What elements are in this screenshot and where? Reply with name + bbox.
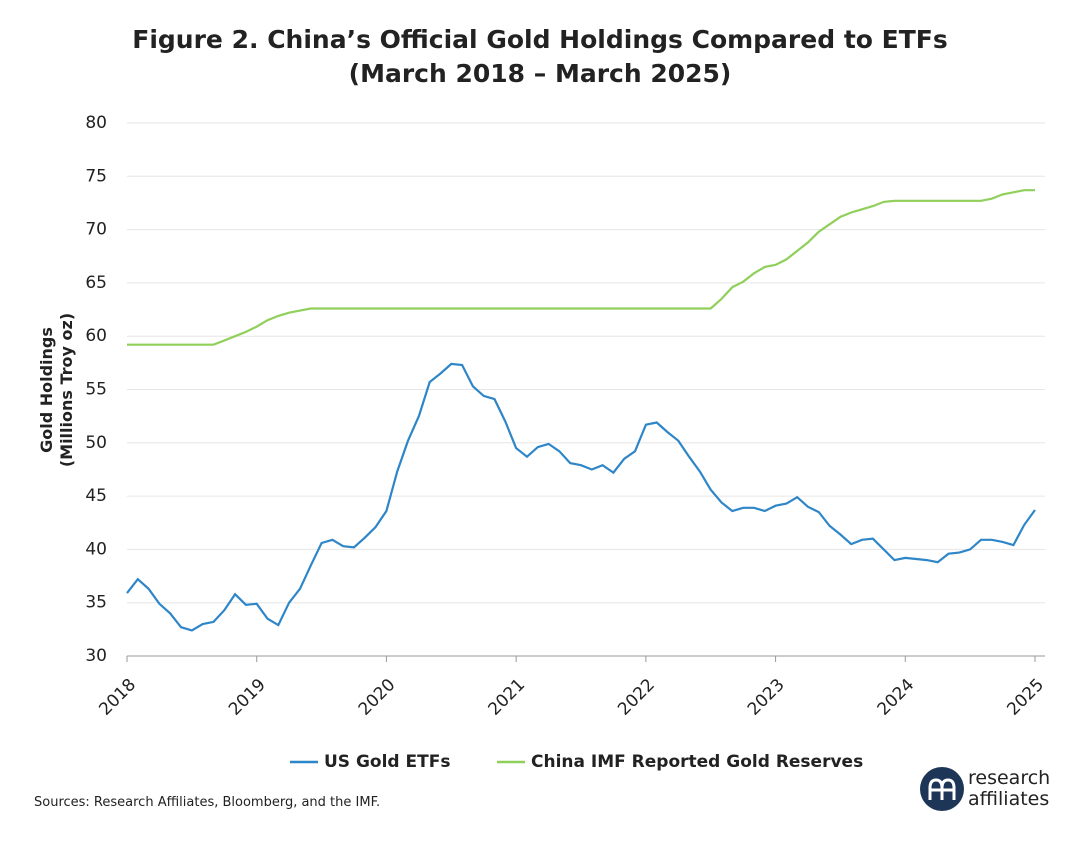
series-line <box>126 362 1036 632</box>
x-tick-label: 2018 <box>95 675 140 720</box>
chart-subtitle: (March 2018 – March 2025) <box>349 59 732 88</box>
logo-text: research <box>968 767 1050 789</box>
logo-glyph <box>928 778 956 800</box>
y-tick-label: 40 <box>85 539 107 559</box>
x-tick-label: 2020 <box>355 675 400 720</box>
logo: research affiliates <box>920 767 1050 811</box>
x-tick-label: 2023 <box>744 675 789 720</box>
x-tick-label: 2019 <box>225 675 270 720</box>
x-tick-label: 2024 <box>874 675 919 720</box>
y-tick-label: 75 <box>85 166 107 186</box>
y-tick-label: 35 <box>85 593 107 613</box>
series-line <box>127 189 1035 346</box>
y-label-line: (Millions Troy oz) <box>57 313 76 467</box>
legend-label: China IMF Reported Gold Reserves <box>531 752 863 772</box>
x-tick-label: 2021 <box>484 675 529 720</box>
x-tick-label: 2022 <box>614 675 659 720</box>
y-label-line: Gold Holdings <box>37 327 56 453</box>
chart-title: Figure 2. China’s Official Gold Holdings… <box>132 25 947 54</box>
y-tick-label: 55 <box>85 380 107 400</box>
x-tick-label: 2025 <box>1003 675 1048 720</box>
y-tick-label: 30 <box>85 646 107 666</box>
legend-label: US Gold ETFs <box>324 752 450 772</box>
y-tick-label: 50 <box>85 433 107 453</box>
y-tick-label: 70 <box>85 220 107 240</box>
y-tick-label: 60 <box>85 326 107 346</box>
y-tick-label: 45 <box>85 486 107 506</box>
source-note: Sources: Research Affiliates, Bloomberg,… <box>34 795 380 810</box>
logo-text: affiliates <box>968 788 1049 810</box>
y-tick-label: 80 <box>85 113 107 133</box>
y-axis-label: Gold Holdings (Millions Troy oz) <box>37 313 76 467</box>
y-tick-label: 65 <box>85 273 107 293</box>
